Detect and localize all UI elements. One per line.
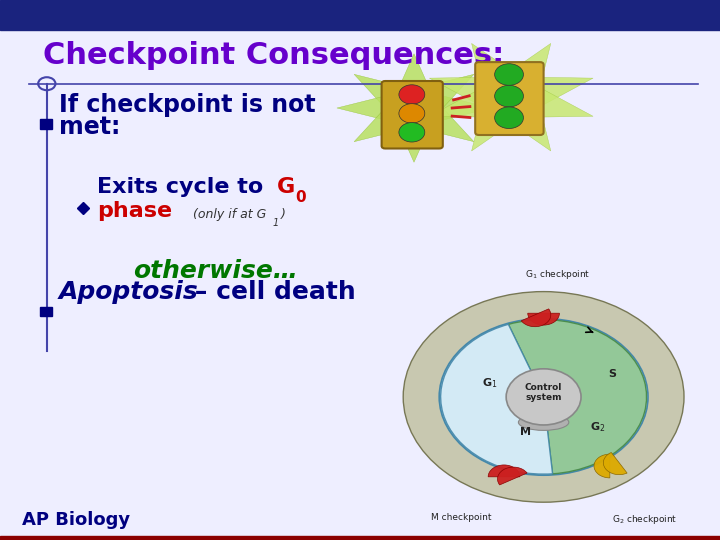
Text: If checkpoint is not: If checkpoint is not <box>59 93 315 117</box>
Text: G: G <box>277 177 295 197</box>
FancyArrow shape <box>400 93 491 123</box>
FancyArrow shape <box>400 75 474 118</box>
Bar <box>40 119 52 129</box>
Circle shape <box>495 85 523 107</box>
Wedge shape <box>508 320 647 474</box>
FancyArrow shape <box>354 75 428 118</box>
Text: Checkpoint Consequences:: Checkpoint Consequences: <box>43 41 505 70</box>
Circle shape <box>506 369 581 425</box>
Wedge shape <box>528 313 559 325</box>
Circle shape <box>399 85 425 104</box>
Text: Control
system: Control system <box>525 383 562 402</box>
Text: S: S <box>608 369 616 379</box>
Text: AP Biology: AP Biology <box>22 511 130 529</box>
FancyArrow shape <box>429 86 528 117</box>
Text: 0: 0 <box>295 190 306 205</box>
Text: G$_1$: G$_1$ <box>482 376 498 390</box>
Text: – cell death: – cell death <box>186 280 356 304</box>
Wedge shape <box>594 454 610 478</box>
FancyArrow shape <box>472 86 523 151</box>
Text: G$_2$ checkpoint: G$_2$ checkpoint <box>612 513 677 526</box>
FancyArrow shape <box>400 98 474 141</box>
Text: G$_1$ checkpoint: G$_1$ checkpoint <box>526 268 590 281</box>
FancyArrow shape <box>337 93 428 123</box>
Text: met:: met: <box>59 115 120 139</box>
FancyArrow shape <box>472 43 523 108</box>
FancyArrow shape <box>429 77 528 108</box>
Circle shape <box>399 123 425 142</box>
FancyArrow shape <box>395 54 433 116</box>
Wedge shape <box>521 309 551 327</box>
FancyBboxPatch shape <box>382 81 443 148</box>
Text: Apoptosis: Apoptosis <box>59 280 199 304</box>
Circle shape <box>439 319 648 475</box>
FancyBboxPatch shape <box>475 62 544 135</box>
Circle shape <box>495 64 523 85</box>
Text: M checkpoint: M checkpoint <box>431 513 491 522</box>
Text: ): ) <box>281 208 286 221</box>
Circle shape <box>399 104 425 123</box>
Text: M: M <box>520 427 531 437</box>
Wedge shape <box>498 467 527 485</box>
Bar <box>0 536 720 540</box>
Text: otherwise…: otherwise… <box>133 260 298 284</box>
Text: G$_2$: G$_2$ <box>590 420 606 434</box>
FancyArrow shape <box>499 86 551 151</box>
Bar <box>0 0 720 30</box>
FancyArrow shape <box>494 77 593 108</box>
Wedge shape <box>441 325 552 474</box>
Text: Exits cycle to: Exits cycle to <box>97 177 271 197</box>
FancyArrow shape <box>395 100 433 162</box>
FancyArrow shape <box>494 86 593 117</box>
Circle shape <box>495 107 523 129</box>
Text: phase: phase <box>97 201 172 221</box>
Bar <box>40 307 52 316</box>
Ellipse shape <box>518 414 569 430</box>
Wedge shape <box>488 465 520 477</box>
FancyArrow shape <box>499 43 551 108</box>
Text: (only if at G: (only if at G <box>189 208 266 221</box>
Wedge shape <box>603 453 627 475</box>
FancyArrow shape <box>354 98 428 141</box>
Circle shape <box>403 292 684 502</box>
Text: 1: 1 <box>272 218 279 228</box>
